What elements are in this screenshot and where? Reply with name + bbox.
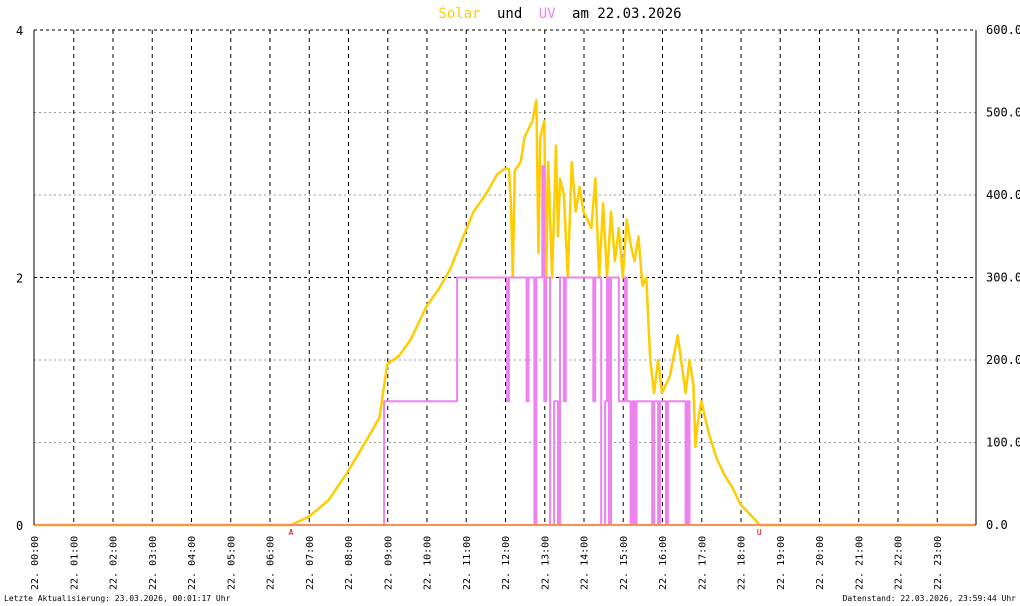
x-tick-label: 22. 03:00: [148, 536, 159, 590]
x-tick-label: 22. 01:00: [69, 536, 80, 590]
title-und: und: [497, 6, 522, 22]
y-right-tick-label: 100.0: [986, 436, 1020, 450]
x-tick-label: 22. 06:00: [266, 536, 277, 590]
x-tick-label: 22. 21:00: [854, 536, 865, 590]
series-layer: [34, 98, 976, 527]
footer-data-status: Datenstand: 22.03.2026, 23:59:44 Uhr: [842, 594, 1016, 603]
title-rest: am 22.03.2026: [572, 6, 682, 22]
x-tick-label: 22. 23:00: [933, 536, 944, 590]
x-tick-label: 22. 20:00: [815, 536, 826, 590]
footer-last-update: Letzte Aktualisierung: 23.03.2026, 00:01…: [4, 594, 231, 603]
x-tick-label: 22. 22:00: [894, 536, 905, 590]
x-tick-label: 22. 10:00: [423, 536, 434, 590]
x-tick-label: 22. 17:00: [697, 536, 708, 590]
x-tick-label: 22. 12:00: [501, 536, 512, 590]
grid: [34, 29, 976, 525]
x-tick-label: 22. 18:00: [737, 536, 748, 590]
y-right-tick-label: 600.0: [986, 23, 1020, 37]
x-tick-label: 22. 13:00: [540, 536, 551, 590]
y-right-tick-label: 500.0: [986, 106, 1020, 120]
x-tick-label: 22. 02:00: [109, 536, 120, 590]
y-left-tick-label: 2: [16, 272, 23, 286]
title-uv: UV: [539, 6, 556, 22]
x-tick-label: 22. 14:00: [580, 536, 591, 590]
tick-labels: 0 2 4 0.0 100.0 200.0 300.0 400.0 500.0 600.0 22. …: [16, 23, 1020, 590]
x-tick-label: 22. 08:00: [344, 536, 355, 590]
title-solar: Solar: [438, 6, 480, 22]
chart-title: Solar und UV am 22.03.2026: [438, 6, 681, 22]
series-solar: [34, 98, 976, 527]
x-tick-label: 22. 11:00: [462, 536, 473, 590]
marker-u: U: [757, 528, 762, 537]
x-tick-label: 22. 05:00: [226, 536, 237, 590]
x-tick-label: 22. 16:00: [658, 536, 669, 590]
axes: [33, 30, 977, 525]
x-tick-label: 22. 04:00: [187, 536, 198, 590]
y-right-tick-label: 0.0: [986, 518, 1008, 532]
x-tick-label: 22. 19:00: [776, 536, 787, 590]
y-right-tick-label: 400.0: [986, 188, 1020, 202]
x-tick-label: 22. 15:00: [619, 536, 630, 590]
y-right-tick-label: 300.0: [986, 271, 1020, 285]
y-left-tick-label: 4: [16, 24, 23, 38]
marker-a: A: [289, 528, 294, 537]
x-tick-label: 22. 00:00: [30, 536, 41, 590]
y-left-tick-label: 0: [16, 519, 23, 533]
x-tick-label: 22. 09:00: [383, 536, 394, 590]
y-right-tick-label: 200.0: [986, 353, 1020, 367]
x-tick-label: 22. 07:00: [305, 536, 316, 590]
